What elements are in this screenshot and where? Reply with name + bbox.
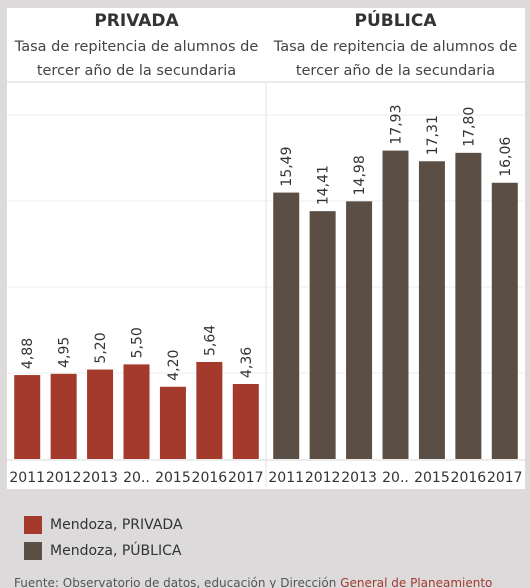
bar[interactable] (491, 182, 518, 459)
bar[interactable] (87, 369, 114, 459)
bar-value-label: 4,95 (57, 337, 73, 368)
bar[interactable] (309, 211, 336, 459)
panel-subtitle: Tasa de repitencia de alumnos de (14, 39, 259, 55)
bar[interactable] (418, 161, 445, 459)
bar-value-label: 16,06 (498, 137, 514, 177)
x-tick-label: 2011 (9, 470, 45, 486)
x-tick-label: 20.. (382, 470, 409, 486)
header-background (7, 8, 525, 82)
bar[interactable] (455, 152, 482, 459)
bar-value-label: 17,80 (461, 107, 477, 147)
x-tick-label: 2016 (451, 470, 487, 486)
legend: Mendoza, PRIVADA Mendoza, PÚBLICA (24, 512, 183, 564)
source-text: Fuente: Observatorio de datos, educación… (14, 576, 337, 588)
x-tick-label: 2013 (82, 470, 118, 486)
source-accent-text: General de Planeamiento (340, 576, 493, 588)
x-tick-label: 2012 (46, 470, 82, 486)
panel-subtitle: tercer año de la secundaria (37, 63, 236, 79)
bar-value-label: 17,31 (425, 115, 441, 155)
bar-value-label: 4,36 (239, 347, 255, 378)
bar-value-label: 14,41 (316, 165, 332, 205)
bar[interactable] (232, 384, 259, 459)
x-tick-label: 20.. (123, 470, 150, 486)
x-tick-label: 2017 (487, 470, 523, 486)
bar-value-label: 5,20 (93, 332, 109, 363)
x-tick-label: 2012 (305, 470, 341, 486)
bar[interactable] (382, 150, 409, 459)
panel-subtitle: Tasa de repitencia de alumnos de (273, 39, 518, 55)
x-tick-label: 2015 (414, 470, 450, 486)
legend-swatch-privada (24, 516, 42, 534)
x-tick-label: 2011 (268, 470, 304, 486)
bar-value-label: 4,20 (166, 350, 182, 381)
bar[interactable] (159, 386, 186, 459)
x-tick-label: 2015 (155, 470, 191, 486)
bar-value-label: 5,50 (130, 327, 146, 358)
legend-swatch-publica (24, 542, 42, 560)
legend-label-publica: Mendoza, PÚBLICA (50, 543, 182, 559)
legend-item-privada[interactable]: Mendoza, PRIVADA (24, 512, 183, 538)
x-tick-label: 2016 (192, 470, 228, 486)
x-tick-label: 2013 (341, 470, 377, 486)
bar[interactable] (50, 373, 77, 459)
bar-chart-svg: PRIVADA Tasa de repitencia de alumnos de t… (7, 8, 525, 489)
bar[interactable] (123, 364, 150, 459)
x-tick-label: 2017 (228, 470, 264, 486)
bar-value-label: 15,49 (279, 146, 295, 186)
bar[interactable] (14, 375, 41, 459)
legend-item-publica[interactable]: Mendoza, PÚBLICA (24, 538, 183, 564)
legend-label-privada: Mendoza, PRIVADA (50, 517, 183, 533)
bar-value-label: 17,93 (389, 105, 405, 145)
bar[interactable] (273, 192, 300, 459)
bar-value-label: 14,98 (352, 155, 368, 195)
panel-header: PÚBLICA (354, 9, 437, 31)
source-footer: Fuente: Observatorio de datos, educación… (14, 576, 524, 588)
panel-subtitle: tercer año de la secundaria (296, 63, 495, 79)
bar[interactable] (196, 361, 223, 459)
bar-value-label: 4,88 (20, 338, 36, 369)
bar-value-label: 5,64 (202, 325, 218, 356)
bar[interactable] (346, 201, 373, 459)
panel-header: PRIVADA (94, 11, 179, 31)
